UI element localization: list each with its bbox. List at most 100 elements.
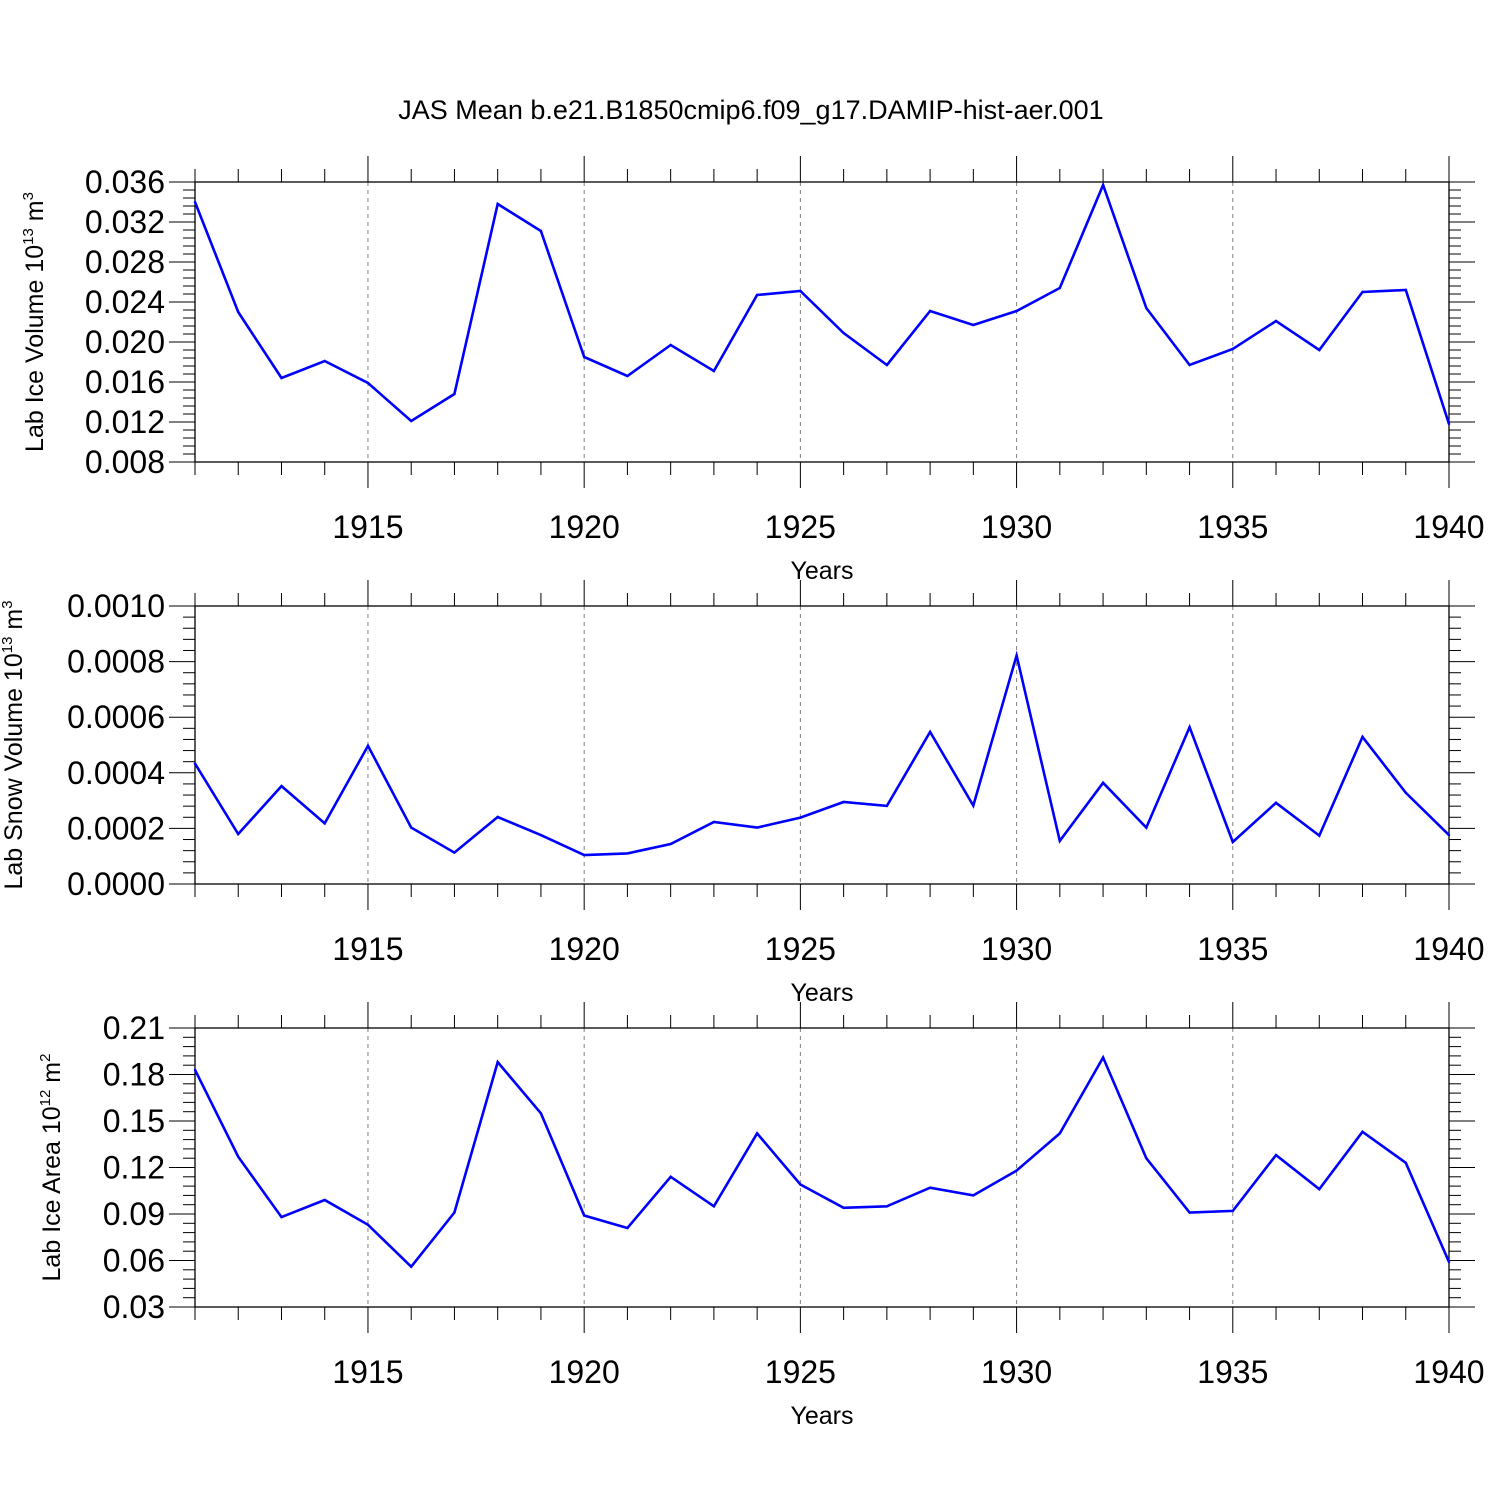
data-point — [539, 229, 543, 233]
data-point — [1145, 1157, 1148, 1160]
data-point — [1361, 290, 1364, 294]
data-point — [539, 833, 543, 837]
data-point — [1101, 1056, 1105, 1059]
data-point — [582, 1214, 586, 1217]
panel-1: 0.008 0.012 0.016 0.020 0.024 0.028 0.032 0.036… — [20, 156, 1485, 585]
data-point — [280, 376, 283, 380]
panels: 0.0080.0120.0160.0200.0240.0280.0320.036… — [0, 156, 1485, 1430]
x-tick-label: 1925 — [765, 931, 836, 967]
y-axis-label-unit-exponent: 2 — [37, 1054, 54, 1062]
y-axis-label-unit: m — [0, 609, 28, 637]
data-point — [1145, 826, 1148, 829]
data-point — [366, 744, 370, 748]
data-point — [885, 1205, 889, 1208]
data-point — [928, 309, 932, 313]
x-tick-label: 1940 — [1413, 1354, 1484, 1390]
y-axis-label-unit-exponent: 3 — [20, 192, 37, 200]
data-point — [193, 1068, 197, 1072]
x-tick-label: 1940 — [1413, 509, 1484, 545]
data-point — [280, 784, 283, 788]
data-point — [669, 343, 672, 347]
y-tick-label: 0.18 — [103, 1057, 165, 1093]
data-point — [582, 355, 586, 359]
data-point — [453, 1211, 456, 1214]
y-tick-label: 0.0000 — [67, 866, 165, 902]
data-point — [928, 1186, 932, 1189]
data-point — [669, 842, 672, 846]
y-axis-label: Lab Ice Volume 1013 m3 — [20, 192, 49, 452]
data-point — [1145, 306, 1148, 310]
data-point — [237, 1155, 240, 1158]
data-point — [1447, 422, 1451, 426]
data-point — [410, 419, 413, 423]
series-line — [193, 650, 1450, 857]
x-tick-label: 1920 — [549, 931, 620, 967]
y-tick-label: 0.028 — [85, 244, 165, 280]
data-point — [1188, 363, 1191, 367]
data-point — [1015, 309, 1018, 313]
data-point — [712, 369, 716, 373]
data-point — [799, 289, 802, 293]
data-point — [1231, 840, 1234, 844]
y-axis-label: Lab Snow Volume 1013 m3 — [0, 600, 28, 889]
data-point — [626, 1226, 629, 1230]
y-tick-label: 0.032 — [85, 204, 165, 240]
data-point — [323, 1198, 326, 1202]
data-point — [755, 1132, 759, 1135]
y-tick-label: 0.09 — [103, 1196, 165, 1232]
data-point — [1274, 319, 1278, 323]
data-point — [237, 310, 240, 314]
data-point — [842, 800, 845, 804]
data-point — [885, 363, 889, 367]
data-point — [1015, 654, 1018, 657]
y-axis-label-unit-exponent: 3 — [0, 600, 16, 608]
y-tick-label: 0.016 — [85, 364, 165, 400]
x-tick-label: 1920 — [549, 509, 620, 545]
data-point — [193, 762, 197, 765]
data-point — [280, 1215, 283, 1219]
data-point — [842, 331, 845, 335]
data-point — [799, 816, 802, 819]
data-point — [539, 1112, 543, 1115]
data-point — [842, 1206, 845, 1210]
y-tick-label: 0.008 — [85, 444, 165, 480]
data-point — [972, 323, 975, 327]
y-tick-label: 0.0002 — [67, 810, 165, 846]
data-point — [928, 730, 932, 734]
data-point — [323, 822, 326, 825]
x-tick-label: 1915 — [332, 931, 403, 967]
data-point — [626, 374, 629, 378]
x-tick-label: 1940 — [1413, 931, 1484, 967]
data-point — [453, 851, 456, 854]
x-tick-label: 1925 — [765, 1354, 836, 1390]
data-point — [1058, 1132, 1062, 1135]
data-point — [582, 853, 586, 857]
data-point — [972, 804, 975, 807]
data-point — [193, 200, 197, 204]
data-point — [799, 1183, 802, 1186]
data-point — [1404, 791, 1407, 795]
y-axis-label-exponent: 13 — [0, 637, 16, 654]
data-point — [496, 202, 499, 206]
y-tick-label: 0.036 — [85, 164, 165, 200]
data-point — [755, 293, 759, 297]
x-tick-label: 1920 — [549, 1354, 620, 1390]
data-point — [1101, 183, 1105, 187]
data-point — [972, 1194, 975, 1197]
data-point — [323, 359, 326, 363]
series-line — [193, 181, 1451, 425]
series-line — [193, 1054, 1451, 1269]
x-tick-label: 1915 — [332, 1354, 403, 1390]
y-tick-label: 0.024 — [85, 284, 165, 320]
data-point — [366, 1223, 370, 1227]
y-axis-label: Lab Ice Area 1012 m2 — [37, 1054, 66, 1282]
data-point — [1318, 834, 1321, 837]
data-point — [712, 820, 716, 824]
data-point — [1404, 1161, 1407, 1165]
data-point — [410, 826, 413, 829]
y-axis-label-exponent: 13 — [20, 228, 37, 245]
plot-frame — [194, 181, 1450, 463]
x-tick-label: 1935 — [1197, 509, 1268, 545]
